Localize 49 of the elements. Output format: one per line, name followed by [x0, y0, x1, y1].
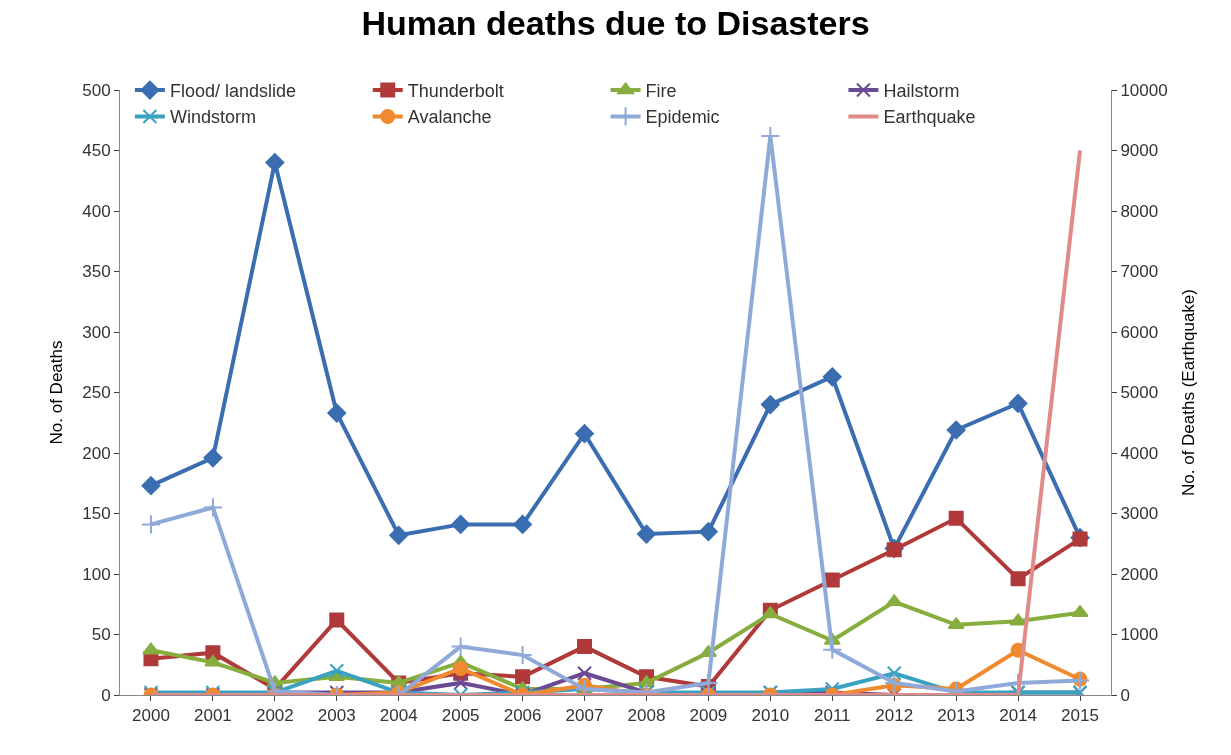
legend-label: Flood/ landslide: [169, 81, 296, 102]
y2-tick-label: 1000: [1120, 625, 1159, 645]
y-tick-label: 100: [82, 564, 111, 584]
x-tick-label: 2006: [503, 706, 542, 726]
x-tick-label: 2000: [132, 706, 170, 726]
y2-tick-label: 3000: [1120, 504, 1159, 524]
legend-label: Windstorm: [169, 107, 256, 128]
x-tick-label: 2008: [627, 706, 666, 726]
x-tick-label: 2005: [441, 706, 480, 726]
y2-tick-label: 2000: [1120, 564, 1159, 584]
x-tick-label: 2007: [565, 706, 604, 726]
y-tick-label: 250: [82, 383, 111, 403]
legend-label: Earthquake: [883, 107, 976, 128]
y-tick-label: 150: [82, 504, 111, 524]
y-tick-label: 450: [82, 141, 111, 161]
x-tick-label: 2009: [689, 706, 728, 726]
legend-label: Fire: [645, 81, 677, 102]
x-tick-label: 2002: [255, 706, 294, 726]
y2-tick-label: 10000: [1120, 80, 1168, 100]
y-tick-label: 350: [82, 262, 111, 282]
x-tick-label: 2015: [1061, 706, 1099, 726]
legend-label: Avalanche: [407, 107, 492, 128]
y2-tick-label: 0: [1120, 685, 1130, 705]
y-tick-label: 0: [101, 685, 111, 705]
x-tick-label: 2001: [194, 706, 232, 726]
y-tick-label: 300: [82, 322, 111, 342]
y-tick-label: 500: [82, 80, 111, 100]
y-tick-label: 50: [91, 625, 111, 645]
chart-title: Human deaths due to Disasters: [361, 4, 870, 43]
legend-label: Hailstorm: [883, 81, 960, 102]
y2-tick-label: 5000: [1120, 383, 1159, 403]
legend-label: Thunderbolt: [407, 81, 504, 102]
x-tick-label: 2003: [317, 706, 356, 726]
x-tick-label: 2013: [937, 706, 976, 726]
y2-tick-label: 7000: [1120, 262, 1159, 282]
y2-axis-title: No. of Deaths (Earthquake): [1179, 289, 1199, 496]
x-tick-label: 2011: [814, 706, 851, 726]
y2-tick-label: 8000: [1120, 201, 1159, 221]
y-tick-label: 400: [82, 201, 111, 221]
legend-label: Epidemic: [645, 107, 720, 128]
x-tick-label: 2004: [379, 706, 418, 726]
y-axis-title: No. of Deaths: [46, 340, 66, 445]
x-tick-label: 2014: [999, 706, 1037, 726]
y2-tick-label: 6000: [1120, 322, 1159, 342]
y-tick-label: 200: [82, 443, 111, 463]
y2-tick-label: 9000: [1120, 141, 1159, 161]
x-tick-label: 2012: [875, 706, 914, 726]
y2-tick-label: 4000: [1120, 443, 1159, 463]
x-tick-label: 2010: [751, 706, 790, 726]
